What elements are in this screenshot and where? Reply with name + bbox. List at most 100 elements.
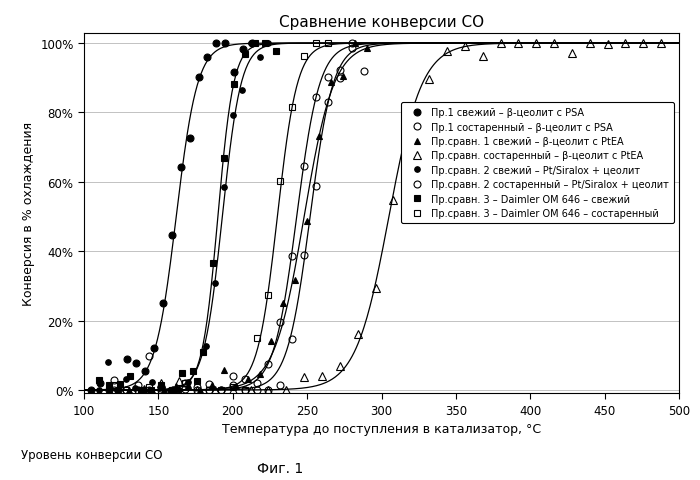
Пр.1 свежий – β-цеолит с PSA [159,300,167,306]
Пр.сравн. состаренный – β-цеолит с PtEA [265,387,273,393]
Пр.сравн. состаренный – β-цеолит с PtEA [193,387,202,393]
Пр.сравн. 3 – Daimler OM 646 – свежий [105,383,113,388]
Пр.сравн. 3 – Daimler OM 646 – свежий [230,82,239,88]
Line: Пр.сравн. 3 – Daimler OM 646 – состаренный: Пр.сравн. 3 – Daimler OM 646 – состаренн… [111,40,331,394]
Пр.сравн. 3 – Daimler OM 646 – состаренный [193,379,202,384]
Пр.сравн. 3 – Daimler OM 646 – состаренный [312,41,321,47]
Пр.сравн. 1 свежий – β-цеолит с PtEA [339,74,347,80]
Пр.сравн. состаренный – β-цеолит с PtEA [461,44,469,50]
Пр.сравн. 2 состаренный – Pt/Siralox + цеолит [122,387,130,393]
Пр.сравн. 2 состаренный – Pt/Siralox + цеолит [252,380,260,386]
Пр.сравн. 2 свежий – Pt/Siralox + цеолит [211,280,219,286]
Пр.сравн. 2 состаренный – Pt/Siralox + цеолит [312,95,321,101]
Пр.сравн. состаренный – β-цеолит с PtEA [532,41,540,47]
Пр.сравн. 2 состаренный – Pt/Siralox + цеолит [217,387,225,393]
Пр.1 свежий – β-цеолит с PSA [167,233,176,239]
Y-axis label: Конверсия в % охлаждения: Конверсия в % охлаждения [22,122,35,305]
Пр.сравн. 1 свежий – β-цеолит с PtEA [160,387,169,393]
Пр.1 состаренный – β-цеолит с PSA [169,387,178,393]
Line: Пр.сравн. 2 свежий – Pt/Siralox + цеолит: Пр.сравн. 2 свежий – Pt/Siralox + цеолит [96,41,271,393]
Пр.сравн. 2 состаренный – Pt/Siralox + цеолит [336,68,344,73]
Пр.1 состаренный – β-цеолит с PSA [252,387,260,393]
Пр.сравн. 1 свежий – β-цеолит с PtEA [184,382,192,388]
Пр.сравн. состаренный – β-цеолит с PtEA [246,387,255,393]
Пр.сравн. состаренный – β-цеолит с PtEA [157,380,165,386]
Пр.1 свежий – β-цеолит с PSA [186,135,194,141]
Пр.сравн. 3 – Daimler OM 646 – состаренный [109,382,118,388]
Пр.1 свежий – β-цеолит с PSA [105,387,113,393]
Пр.сравн. 2 свежий – Pt/Siralox + цеолит [166,387,174,393]
Пр.сравн. 3 – Daimler OM 646 – свежий [272,49,280,55]
Пр.сравн. 1 свежий – β-цеолит с PtEA [327,80,335,85]
Пр.1 состаренный – β-цеолит с PSA [288,336,297,342]
Пр.1 свежий – β-цеолит с PSA [114,387,122,393]
Пр.сравн. 3 – Daimler OM 646 – свежий [157,382,165,387]
Пр.сравн. состаренный – β-цеолит с PtEA [639,41,648,47]
Пр.сравн. 2 состаренный – Pt/Siralox + цеолит [193,387,202,393]
Пр.1 свежий – β-цеолит с PSA [88,387,96,393]
Пр.1 свежий – β-цеолит с PSA [221,41,230,47]
Пр.сравн. состаренный – β-цеолит с PtEA [657,41,665,47]
Пр.сравн. 1 свежий – β-цеолит с PtEA [291,277,300,283]
Пр.1 состаренный – β-цеолит с PSA [347,47,356,52]
Пр.сравн. 2 состаренный – Pt/Siralox + цеолит [181,380,189,386]
Пр.сравн. состаренный – β-цеолит с PtEA [139,387,148,393]
Пр.сравн. 3 – Daimler OM 646 – свежий [261,41,270,47]
Пр.сравн. 2 свежий – Pt/Siralox + цеолит [237,88,246,94]
Пр.сравн. состаренный – β-цеолит с PtEA [442,49,451,55]
Пр.сравн. 1 свежий – β-цеолит с PtEA [125,387,133,393]
Пр.1 свежий – β-цеолит с PSA [141,369,149,374]
Пр.1 свежий – β-цеолит с PSA [203,55,211,61]
Пр.1 состаренный – β-цеолит с PSA [300,252,309,258]
Пр.1 состаренный – β-цеолит с PSA [360,69,368,74]
Пр.1 свежий – β-цеолит с PSA [132,360,140,366]
Title: Сравнение конверсии СО: Сравнение конверсии СО [279,15,484,30]
Пр.сравн. 3 – Daimler OM 646 – свежий [209,260,218,266]
Line: Пр.1 состаренный – β-цеолит с PSA: Пр.1 состаренный – β-цеолит с PSA [111,46,367,394]
Пр.сравн. 3 – Daimler OM 646 – состаренный [276,179,284,184]
Пр.сравн. 2 свежий – Pt/Siralox + цеолит [122,376,130,382]
Пр.сравн. 3 – Daimler OM 646 – состаренный [217,387,225,393]
Пр.сравн. 2 состаренный – Pt/Siralox + цеолит [265,362,273,368]
Пр.1 состаренный – β-цеолит с PSA [133,382,141,388]
Пр.1 состаренный – β-цеолит с PSA [204,382,213,387]
Пр.сравн. 2 свежий – Pt/Siralox + цеолит [256,55,264,60]
Пр.сравн. 3 – Daimler OM 646 – состаренный [300,54,309,60]
Пр.сравн. 1 свежий – β-цеолит с PtEA [196,387,204,393]
Пр.сравн. 2 состаренный – Pt/Siralox + цеолит [169,387,178,393]
Пр.сравн. 2 свежий – Pt/Siralox + цеолит [193,379,202,384]
Пр.сравн. 3 – Daimler OM 646 – состаренный [133,387,141,393]
Пр.сравн. 3 – Daimler OM 646 – свежий [178,370,186,376]
Пр.1 состаренный – β-цеолит с PSA [122,387,130,393]
Пр.сравн. 2 свежий – Pt/Siralox + цеолит [94,387,103,393]
Пр.сравн. 1 свежий – β-цеолит с PtEA [256,371,264,377]
Пр.сравн. 1 свежий – β-цеолит с PtEA [315,134,323,140]
Пр.сравн. 2 свежий – Pt/Siralox + цеолит [148,379,157,385]
Пр.сравн. 1 свежий – β-цеолит с PtEA [208,382,216,388]
Пр.сравн. 1 свежий – β-цеолит с PtEA [232,383,240,389]
Пр.1 состаренный – β-цеолит с PSA [146,353,154,359]
Пр.1 свежий – β-цеолит с PSA [212,41,220,47]
Пр.сравн. состаренный – β-цеолит с PtEA [585,41,594,47]
Пр.1 состаренный – β-цеолит с PSA [181,386,189,392]
Пр.сравн. 3 – Daimler OM 646 – состаренный [204,387,213,393]
Пр.сравн. 1 свежий – β-цеолит с PtEA [172,383,181,389]
Пр.1 состаренный – β-цеолит с PSA [265,387,273,393]
Пр.сравн. состаренный – β-цеолит с PtEA [407,122,416,128]
Line: Пр.сравн. 2 состаренный – Pt/Siralox + цеолит: Пр.сравн. 2 состаренный – Pt/Siralox + ц… [111,40,355,394]
Пр.сравн. 3 – Daimler OM 646 – свежий [241,52,249,58]
Пр.сравн. состаренный – β-цеолит с PtEA [336,363,344,369]
Пр.1 свежий – β-цеолит с PSA [176,165,185,170]
Пр.сравн. 2 состаренный – Pt/Siralox + цеолит [133,387,141,393]
Пр.сравн. 3 – Daimler OM 646 – свежий [199,349,207,355]
Пр.сравн. состаренный – β-цеолит с PtEA [228,387,237,393]
Пр.сравн. 1 свежий – β-цеолит с PtEA [136,387,145,393]
Пр.1 состаренный – β-цеолит с PSA [241,387,249,393]
Пр.сравн. состаренный – β-цеолит с PtEA [211,387,219,393]
Пр.1 свежий – β-цеолит с PSA [150,346,158,351]
Пр.сравн. состаренный – β-цеолит с PtEA [603,42,612,48]
Пр.сравн. 2 свежий – Pt/Siralox + цеолит [130,385,139,391]
Пр.сравн. 2 свежий – Pt/Siralox + цеолит [175,387,183,393]
Пр.1 состаренный – β-цеолит с PSA [276,383,284,388]
Line: Пр.сравн. 3 – Daimler OM 646 – свежий: Пр.сравн. 3 – Daimler OM 646 – свежий [95,40,279,394]
